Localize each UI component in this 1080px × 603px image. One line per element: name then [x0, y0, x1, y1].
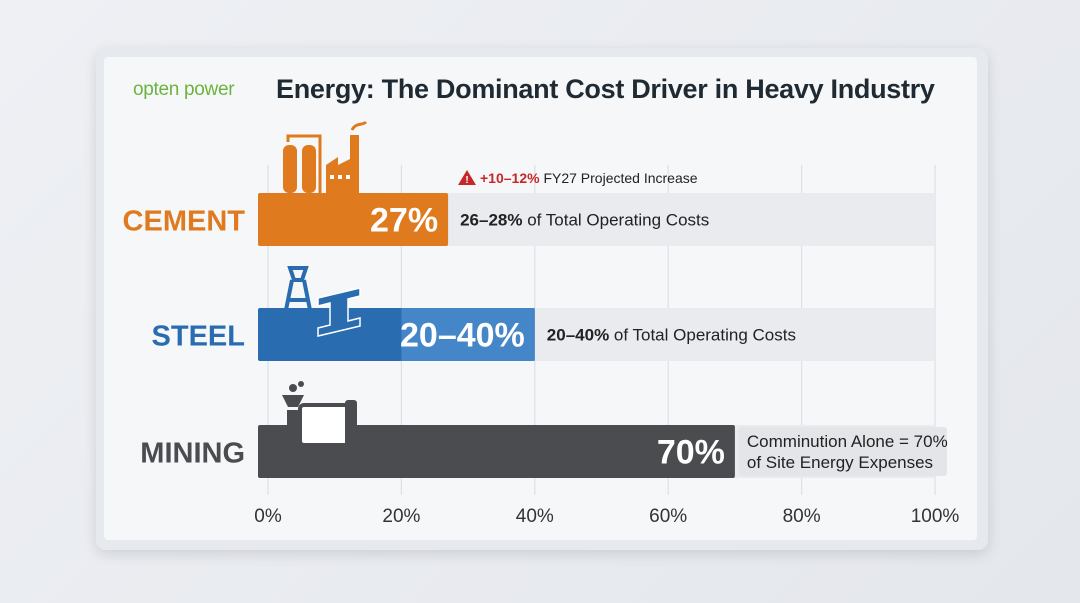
note-rest: of Total Operating Costs: [609, 326, 796, 345]
value-label: 20–40%: [400, 317, 525, 355]
bar-cement: [258, 193, 449, 246]
warning-mark: !: [465, 175, 468, 186]
annotation-rest: FY27 Projected Increase: [540, 170, 698, 186]
x-tick-label: 100%: [911, 506, 960, 527]
bar-range-segment: [401, 308, 535, 361]
value-label: 27%: [370, 202, 438, 240]
x-tick-label: 20%: [382, 506, 420, 527]
x-tick-label: 60%: [649, 506, 687, 527]
note-text: Comminution Alone = 70%: [747, 432, 948, 451]
bar-mining: [258, 425, 735, 478]
x-tick-label: 0%: [254, 506, 282, 527]
note-text: of Site Energy Expenses: [747, 453, 933, 472]
logo: opten power: [133, 79, 235, 100]
note-highlight: 26–28%: [460, 211, 522, 230]
category-label: STEEL: [152, 321, 245, 353]
category-label: CEMENT: [123, 206, 246, 238]
factory-icon: [283, 120, 368, 196]
category-label: MINING: [140, 438, 245, 470]
note-rest: of Total Operating Costs: [522, 211, 709, 230]
ball-mill-icon: [282, 381, 368, 455]
page-title: Energy: The Dominant Cost Driver in Heav…: [276, 74, 935, 104]
x-tick-label: 80%: [783, 506, 821, 527]
steel-mill-icon: [280, 266, 361, 337]
x-tick-label: 40%: [516, 506, 554, 527]
note-highlight: 20–40%: [547, 326, 609, 345]
annotation-text: +10–12% FY27 Projected Increase: [480, 170, 698, 186]
warning-icon: [458, 170, 476, 185]
annotation-highlight: +10–12%: [480, 170, 540, 186]
note-text: 26–28% of Total Operating Costs: [460, 211, 709, 230]
note-box: [738, 427, 947, 476]
value-label: 70%: [657, 434, 725, 472]
note-text: 20–40% of Total Operating Costs: [547, 326, 796, 345]
